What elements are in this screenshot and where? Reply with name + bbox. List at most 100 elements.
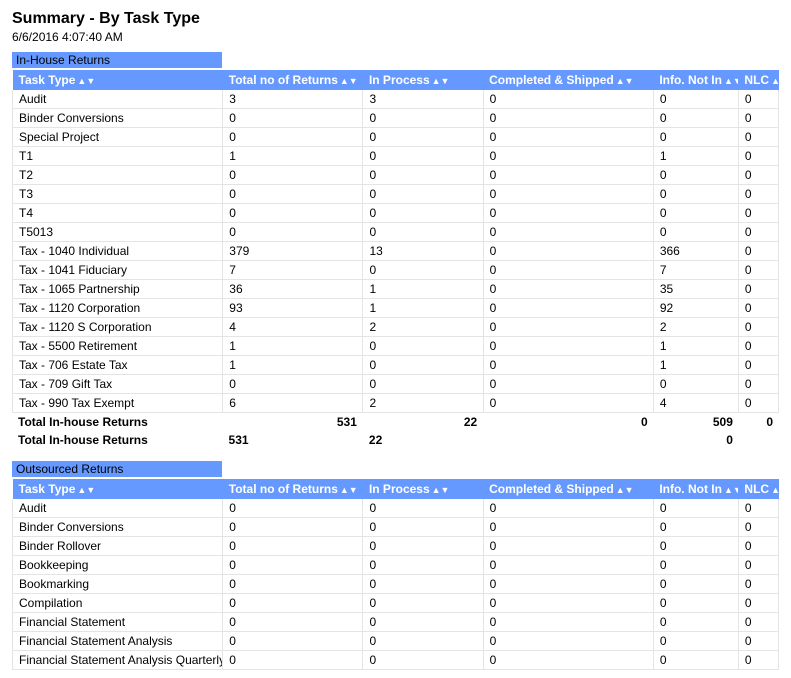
table-row: T200000	[13, 166, 779, 185]
table-row: Tax - 709 Gift Tax00000	[13, 375, 779, 394]
cell-total: 0	[223, 499, 363, 518]
cell-info: 0	[653, 223, 738, 242]
col-in-process[interactable]: In Process▲▼	[363, 479, 483, 499]
cell-info: 1	[653, 356, 738, 375]
col-total-returns[interactable]: Total no of Returns▲▼	[223, 479, 363, 499]
cell-info: 2	[653, 318, 738, 337]
cell-comp: 0	[483, 537, 653, 556]
cell-total: 0	[223, 185, 363, 204]
cell-total: 93	[223, 299, 363, 318]
cell-total: 4	[223, 318, 363, 337]
cell-task: Special Project	[13, 128, 223, 147]
col-task-type[interactable]: Task Type▲▼	[13, 70, 223, 90]
cell-comp: 0	[483, 299, 653, 318]
cell-total: 1	[223, 356, 363, 375]
cell-total: 0	[223, 375, 363, 394]
table-row: Tax - 990 Tax Exempt62040	[13, 394, 779, 413]
sort-icon[interactable]: ▲▼	[771, 485, 778, 495]
inhouse-table: Task Type▲▼ Total no of Returns▲▼ In Pro…	[12, 70, 779, 413]
cell-nlc: 0	[738, 318, 778, 337]
col-completed[interactable]: Completed & Shipped▲▼	[483, 70, 653, 90]
cell-total: 0	[223, 518, 363, 537]
cell-comp: 0	[483, 128, 653, 147]
col-nlc[interactable]: NLC▲▼	[738, 70, 778, 90]
cell-inproc: 0	[363, 375, 483, 394]
table-row: Tax - 1041 Fiduciary70070	[13, 261, 779, 280]
cell-info: 0	[653, 204, 738, 223]
sort-icon[interactable]: ▲▼	[77, 485, 95, 495]
col-info-not-in[interactable]: Info. Not In▲▼	[653, 479, 738, 499]
cell-task: Binder Conversions	[13, 518, 223, 537]
totals-label: Total In-house Returns	[12, 431, 223, 449]
cell-nlc: 0	[738, 109, 778, 128]
totals-total: 531	[223, 431, 363, 449]
cell-inproc: 0	[363, 147, 483, 166]
cell-task: Audit	[13, 90, 223, 109]
col-completed[interactable]: Completed & Shipped▲▼	[483, 479, 653, 499]
sort-icon[interactable]: ▲▼	[77, 76, 95, 86]
cell-info: 0	[653, 166, 738, 185]
cell-comp: 0	[483, 185, 653, 204]
cell-total: 0	[223, 223, 363, 242]
cell-info: 0	[653, 613, 738, 632]
cell-comp: 0	[483, 651, 653, 670]
cell-nlc: 0	[738, 594, 778, 613]
cell-task: Financial Statement	[13, 613, 223, 632]
cell-nlc: 0	[738, 147, 778, 166]
cell-task: Financial Statement Analysis Quarterly	[13, 651, 223, 670]
sort-icon[interactable]: ▲▼	[616, 485, 634, 495]
cell-inproc: 0	[363, 632, 483, 651]
sort-icon[interactable]: ▲▼	[432, 485, 450, 495]
sort-icon[interactable]: ▲▼	[616, 76, 634, 86]
col-in-process[interactable]: In Process▲▼	[363, 70, 483, 90]
table-row: T300000	[13, 185, 779, 204]
table-row: Tax - 1065 Partnership3610350	[13, 280, 779, 299]
cell-comp: 0	[483, 394, 653, 413]
cell-task: Audit	[13, 499, 223, 518]
timestamp: 6/6/2016 4:07:40 AM	[12, 30, 779, 44]
cell-comp: 0	[483, 223, 653, 242]
sort-icon[interactable]: ▲▼	[432, 76, 450, 86]
cell-task: Tax - 5500 Retirement	[13, 337, 223, 356]
cell-inproc: 0	[363, 261, 483, 280]
table-row: Special Project00000	[13, 128, 779, 147]
col-task-type[interactable]: Task Type▲▼	[13, 479, 223, 499]
table-row: Financial Statement00000	[13, 613, 779, 632]
sort-icon[interactable]: ▲▼	[340, 76, 358, 86]
cell-inproc: 3	[363, 90, 483, 109]
col-nlc[interactable]: NLC▲▼	[738, 479, 778, 499]
table-row: Binder Rollover00000	[13, 537, 779, 556]
cell-comp: 0	[483, 147, 653, 166]
sort-icon[interactable]: ▲▼	[340, 485, 358, 495]
outsourced-table: Task Type▲▼ Total no of Returns▲▼ In Pro…	[12, 479, 779, 670]
table-row: Financial Statement Analysis00000	[13, 632, 779, 651]
cell-info: 0	[653, 90, 738, 109]
table-row: Tax - 5500 Retirement10010	[13, 337, 779, 356]
cell-task: Tax - 1120 S Corporation	[13, 318, 223, 337]
cell-nlc: 0	[738, 280, 778, 299]
totals-nlc	[739, 431, 779, 449]
cell-inproc: 2	[363, 318, 483, 337]
cell-nlc: 0	[738, 394, 778, 413]
cell-inproc: 0	[363, 575, 483, 594]
cell-inproc: 13	[363, 242, 483, 261]
sort-icon[interactable]: ▲▼	[724, 76, 738, 86]
cell-info: 4	[653, 394, 738, 413]
table-row: Audit00000	[13, 499, 779, 518]
col-info-not-in[interactable]: Info. Not In▲▼	[653, 70, 738, 90]
sort-icon[interactable]: ▲▼	[724, 485, 738, 495]
sort-icon[interactable]: ▲▼	[771, 76, 778, 86]
cell-task: Tax - 1120 Corporation	[13, 299, 223, 318]
cell-task: Compilation	[13, 594, 223, 613]
cell-total: 36	[223, 280, 363, 299]
totals-info: 509	[654, 413, 739, 431]
cell-nlc: 0	[738, 299, 778, 318]
cell-task: T1	[13, 147, 223, 166]
cell-comp: 0	[483, 109, 653, 128]
totals-comp: 0	[483, 413, 653, 431]
cell-total: 1	[223, 147, 363, 166]
cell-task: Financial Statement Analysis	[13, 632, 223, 651]
cell-comp: 0	[483, 337, 653, 356]
col-total-returns[interactable]: Total no of Returns▲▼	[223, 70, 363, 90]
table-header-row: Task Type▲▼ Total no of Returns▲▼ In Pro…	[13, 479, 779, 499]
